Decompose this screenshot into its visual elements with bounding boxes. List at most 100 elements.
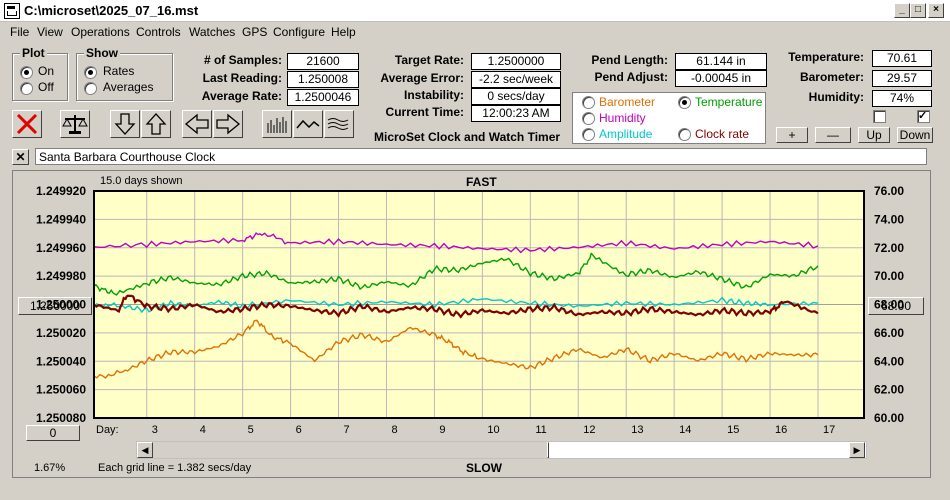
menu-file[interactable]: File: [10, 25, 30, 39]
menu-help[interactable]: Help: [331, 25, 356, 39]
plot-group-title: Plot: [20, 46, 47, 60]
app-caption: MicroSet Clock and Watch Timer: [374, 130, 561, 144]
humidity-radio[interactable]: [582, 112, 595, 125]
zoom-label: 1.67%: [34, 462, 66, 474]
app-icon: [4, 3, 20, 19]
barometer-option-label: Barometer: [599, 95, 656, 109]
x-tick-label: 10: [487, 424, 499, 436]
amplitude-radio[interactable]: [582, 128, 595, 141]
y-left-tick-label: 1.249960: [36, 241, 86, 255]
balance-button[interactable]: [60, 110, 90, 138]
current-time-value: 12:00:23 AM: [471, 105, 561, 122]
pend-adjust-label: Pend Adjust:: [594, 70, 668, 84]
plot-off-radio[interactable]: [20, 82, 33, 95]
x-tick-label: 7: [344, 424, 350, 436]
x-tick-label: 9: [439, 424, 445, 436]
pend-adjust-value: -0.00045 in: [675, 70, 767, 87]
clock-name-field[interactable]: Santa Barbara Courthouse Clock: [35, 148, 927, 165]
up-arrow-button[interactable]: [141, 110, 171, 138]
y-right-tick-label: 68.00: [874, 298, 904, 312]
offset-button[interactable]: 0: [26, 425, 80, 441]
slow-label: SLOW: [466, 461, 502, 475]
x-tick-label: 5: [248, 424, 254, 436]
show-averages-label: Averages: [103, 80, 154, 94]
temperature-value: 70.61: [872, 50, 932, 67]
pend-length-value: 61.144 in: [675, 53, 767, 70]
pend-length-label: Pend Length:: [591, 53, 668, 67]
menu-view[interactable]: View: [37, 25, 63, 39]
show-averages-radio[interactable]: [84, 82, 97, 95]
menu-operations[interactable]: Operations: [71, 25, 130, 39]
barometer-radio[interactable]: [582, 96, 595, 109]
y-left-tick-label: 1.249920: [36, 184, 86, 198]
instability-label: Instability:: [403, 88, 464, 102]
x-tick-label: 4: [200, 424, 206, 436]
y-right-tick-label: 66.00: [874, 326, 904, 340]
amplitude-option-label: Amplitude: [599, 127, 653, 141]
menu-gps[interactable]: GPS: [242, 25, 268, 39]
bar-view-button[interactable]: [262, 110, 292, 138]
x-icon: [16, 113, 38, 135]
scroll-thumb[interactable]: [547, 442, 549, 458]
chart-scrollbar[interactable]: ◀ ▶: [136, 441, 867, 459]
average-error-label: Average Error:: [380, 71, 464, 85]
scroll-left-button[interactable]: ◀: [137, 442, 153, 458]
scroll-track-filled: [153, 442, 547, 458]
down-arrow-button[interactable]: [110, 110, 140, 138]
plot-on-radio[interactable]: [20, 66, 33, 79]
down-button[interactable]: Down: [897, 127, 933, 143]
y-left-tick-label: 1.250020: [36, 326, 86, 340]
show-group-title: Show: [84, 46, 120, 60]
minimize-button[interactable]: _: [894, 3, 910, 18]
left-arrow-button[interactable]: [182, 110, 212, 138]
fast-label: FAST: [466, 175, 497, 189]
samples-value: 21600: [287, 53, 359, 70]
temperature-radio[interactable]: [678, 96, 691, 109]
y-right-tick-label: 74.00: [874, 212, 904, 226]
up-button[interactable]: Up: [858, 127, 890, 143]
scroll-right-button[interactable]: ▶: [849, 442, 865, 458]
close-window-button[interactable]: ×: [928, 3, 944, 18]
menu-configure[interactable]: Configure: [273, 25, 326, 39]
y-right-tick-label: 62.00: [874, 383, 904, 397]
right-arrow-button[interactable]: [213, 110, 243, 138]
x-tick-label: 17: [823, 424, 835, 436]
multi-wave-icon: [327, 118, 349, 130]
average-rate-value: 1.2500046: [287, 89, 359, 106]
series-line: [93, 296, 819, 314]
line-view-button[interactable]: [293, 110, 323, 138]
x-tick-label: 16: [775, 424, 787, 436]
menu-bar: File View Operations Controls Watches GP…: [0, 22, 950, 42]
clock-rate-radio[interactable]: [678, 128, 691, 141]
clear-clock-button[interactable]: ✕: [12, 149, 29, 165]
checkbox-1[interactable]: [873, 110, 886, 123]
x-tick-label: 3: [152, 424, 158, 436]
current-time-label: Current Time:: [385, 105, 464, 119]
x-tick-label: 13: [631, 424, 643, 436]
left-axis-value-button[interactable]: 1.250000: [18, 297, 92, 315]
x-tick-label: 15: [727, 424, 739, 436]
days-shown-label: 15.0 days shown: [100, 175, 183, 187]
arrow-up-icon: [145, 113, 167, 135]
right-axis-value-button[interactable]: 68.00: [868, 297, 924, 315]
stop-button[interactable]: [12, 110, 42, 138]
maximize-button[interactable]: □: [910, 3, 926, 18]
instability-value: 0 secs/day: [471, 88, 561, 105]
menu-watches[interactable]: Watches: [189, 25, 236, 39]
show-rates-radio[interactable]: [84, 66, 97, 79]
x-axis-label: Day:: [96, 424, 119, 436]
menu-controls[interactable]: Controls: [136, 25, 181, 39]
last-reading-label: Last Reading:: [202, 71, 282, 85]
grid-note: Each grid line = 1.382 secs/day: [98, 462, 252, 474]
checkbox-2[interactable]: ✓: [917, 110, 930, 123]
minus-button[interactable]: —: [815, 127, 851, 143]
plot-border: [93, 190, 865, 419]
x-tick-label: 11: [535, 424, 546, 436]
humidity-value: 74%: [872, 90, 932, 107]
sensor-select-panel: [572, 92, 766, 144]
plus-button[interactable]: +: [776, 127, 808, 143]
multi-wave-button[interactable]: [324, 110, 354, 138]
y-right-tick-label: 60.00: [874, 411, 904, 425]
last-reading-value: 1.250008: [287, 71, 359, 88]
